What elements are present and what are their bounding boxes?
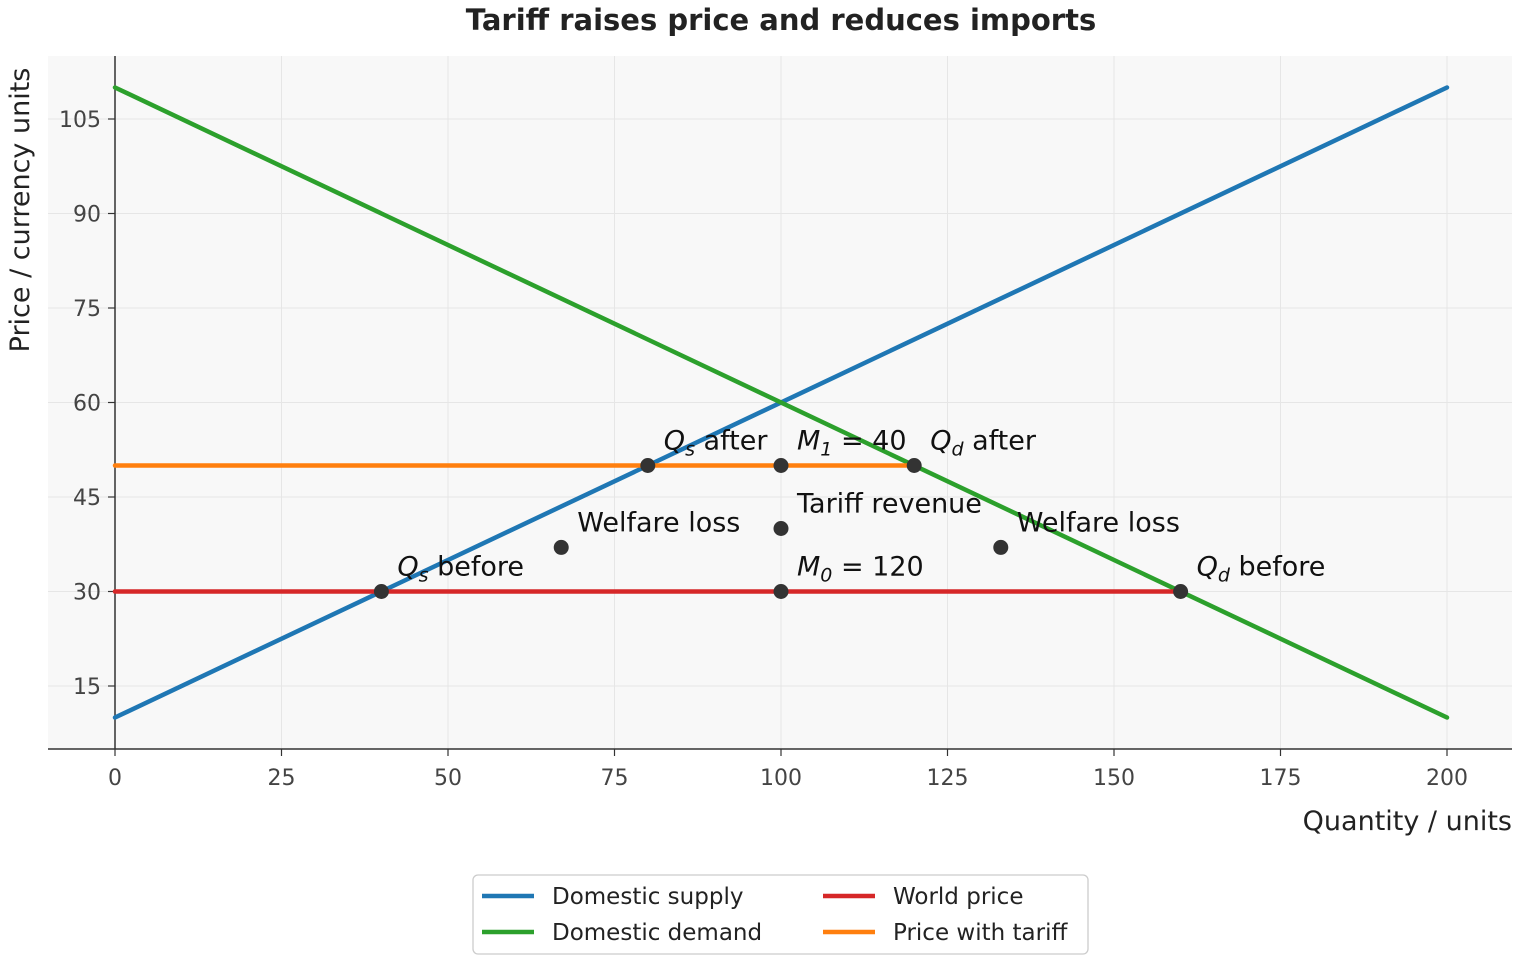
- x-tick-label: 75: [601, 766, 629, 791]
- chart-title: Tariff raises price and reduces imports: [466, 3, 1096, 37]
- legend-entry-label: Domestic demand: [552, 920, 762, 946]
- axes: 0 25 50 75 100 125 150 175 200 15 30 45 60 75 90 105: [48, 56, 1512, 791]
- point-annotation: M0 = 120: [797, 552, 924, 587]
- data-point: [906, 458, 922, 473]
- legend-entry-label: Domestic supply: [552, 884, 743, 910]
- point-annotation: Welfare loss: [1017, 507, 1180, 538]
- point-annotation: Tariff revenue: [796, 489, 982, 520]
- y-tick-label: 45: [73, 486, 101, 511]
- data-point: [640, 458, 656, 473]
- x-axis-label: Quantity / units: [1303, 806, 1512, 837]
- legend-entry-label: Price with tariff: [893, 920, 1068, 946]
- y-tick-label: 15: [73, 675, 101, 700]
- annotation-points: [373, 458, 1189, 599]
- x-tick-label: 0: [108, 766, 122, 791]
- legend-box: [472, 874, 1089, 955]
- x-tick-label: 50: [434, 766, 462, 791]
- x-tick-label: 150: [1093, 766, 1135, 791]
- x-tick-label: 25: [268, 766, 296, 791]
- legend: Domestic supply Domestic demand World pric…: [472, 874, 1089, 955]
- y-tick-label: 60: [73, 392, 101, 417]
- y-tick-label: 90: [73, 203, 101, 228]
- point-annotation: Welfare loss: [577, 507, 740, 538]
- point-annotation: Qd after: [930, 426, 1037, 461]
- y-axis-label: Price / currency units: [5, 68, 36, 353]
- data-point: [773, 521, 789, 536]
- x-tick-label: 100: [760, 766, 802, 791]
- y-tick-label: 105: [59, 108, 101, 133]
- point-annotation: M1 = 40: [797, 426, 907, 461]
- x-tick-label: 125: [927, 766, 969, 791]
- point-annotation: Qs before: [397, 552, 524, 587]
- data-point: [373, 584, 389, 599]
- legend-entry-label: World price: [893, 884, 1023, 910]
- data-point: [773, 584, 789, 599]
- series-line-domestic-demand: [112, 85, 1450, 720]
- annotation-labels: Qs before Qd before Qs after Qd after M0 = 1…: [397, 426, 1325, 587]
- data-point: [993, 539, 1009, 555]
- point-annotation: Qd before: [1197, 552, 1326, 587]
- x-tick-label: 200: [1426, 766, 1468, 791]
- data-point: [553, 539, 569, 555]
- data-point: [1173, 584, 1189, 599]
- y-tick-label: 30: [73, 581, 101, 606]
- x-tick-label: 175: [1260, 766, 1302, 791]
- y-tick-label: 75: [73, 297, 101, 322]
- point-annotation: Qs after: [664, 426, 769, 461]
- data-point: [773, 458, 789, 473]
